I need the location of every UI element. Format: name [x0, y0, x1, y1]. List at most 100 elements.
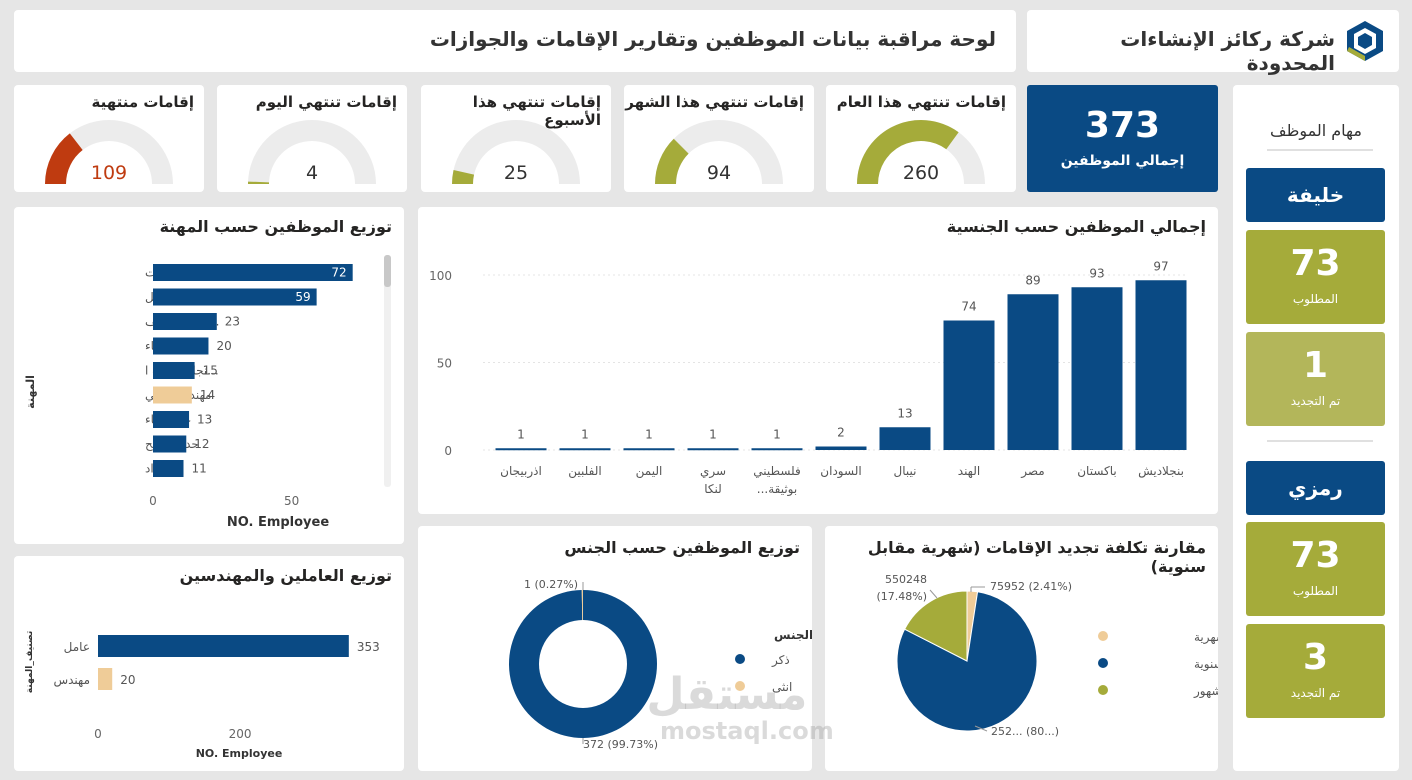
- total-employees-card: 373 إجمالي الموظفين: [1027, 85, 1218, 192]
- bar: [153, 288, 317, 306]
- bar: [153, 313, 217, 330]
- gauge-fill: [655, 138, 689, 184]
- nationality-bar-chart: 0 50 100 97 بنجلاديش 93 باكستان 89 مصر 74 الهند 13 ن…: [429, 259, 1188, 497]
- legend-label: ذكر: [771, 653, 790, 668]
- gauge-chart: 94: [655, 120, 783, 184]
- required-label: المطلوب: [1292, 584, 1339, 598]
- gauge-value: 109: [91, 162, 127, 184]
- gauge-value: 260: [903, 162, 939, 184]
- data-label: 372 (99.73%): [583, 738, 658, 751]
- data-label: 15: [203, 364, 218, 378]
- gauge-title: إقامات تنتهي هذا العام: [836, 93, 1006, 111]
- workers-engineers-chart-card: توزيع العاملين والمهندسين عامل 353 مهندس 20…: [14, 556, 404, 771]
- legend-title: الجنس: [774, 628, 812, 642]
- chart-scrollbar[interactable]: [384, 255, 391, 487]
- x-tick-label: 0: [94, 727, 102, 741]
- employee-name-ramzi[interactable]: رمزي: [1246, 461, 1385, 515]
- profession-bar-chart: عامل انشاءات72... عامل تحميل59...عامل تن…: [24, 264, 353, 530]
- nationality-chart-card: إجمالي الموظفين حسب الجنسية 0 50 100 97 بنجل…: [418, 207, 1218, 514]
- x-tick-label: 200: [229, 727, 252, 741]
- leader-line: [974, 725, 988, 732]
- bar: [815, 446, 867, 450]
- category-label: السودان: [820, 464, 861, 479]
- category-label: بنجلاديش: [1138, 464, 1184, 479]
- tasks-title: مهام الموظف: [1270, 121, 1362, 140]
- x-tick-label: 50: [284, 494, 299, 508]
- gauge-card-year: إقامات تنتهي هذا العام 260: [826, 85, 1016, 192]
- chart-title: إجمالي الموظفين حسب الجنسية: [946, 217, 1206, 236]
- required-box-khalifa: 73 المطلوب: [1246, 230, 1385, 324]
- bar: [559, 448, 611, 451]
- legend-label: التكلفة الشهرية: [1194, 630, 1218, 645]
- gauge-track: [248, 120, 376, 184]
- data-label: 14: [200, 388, 215, 402]
- pie-slice: [903, 590, 968, 662]
- legend-marker: [1098, 685, 1108, 695]
- gauge-value: 4: [306, 162, 318, 184]
- bar: [98, 635, 349, 657]
- required-value: 73: [1290, 535, 1341, 576]
- category-label: فلسطيني: [753, 464, 801, 478]
- page-title: لوحة مراقبة بيانات الموظفين وتقارير الإق…: [429, 27, 996, 51]
- gauge-chart: 25: [452, 120, 580, 184]
- category-label: سري: [700, 464, 726, 479]
- required-label: المطلوب: [1292, 292, 1339, 306]
- title-bar: لوحة مراقبة بيانات الموظفين وتقارير الإق…: [14, 10, 1016, 72]
- data-label: 13: [897, 406, 912, 420]
- legend-marker: [1098, 658, 1108, 668]
- bar: [153, 337, 209, 355]
- watermark-text: مستقل: [646, 669, 808, 720]
- gauge-fill: [248, 181, 270, 184]
- gauge-card-month: إقامات تنتهي هذا الشهر 94: [624, 85, 814, 192]
- gauge-card-week: إقامات تنتهي هذا الأسبوع 25: [421, 85, 611, 192]
- watermark: مستقل mostaql.com: [620, 669, 833, 745]
- donut-hole: [539, 620, 627, 708]
- gauge-value: 25: [504, 162, 528, 184]
- data-label: 23: [225, 315, 240, 329]
- company-header: شركة ركائز الإنشاءات المحدودة: [1027, 10, 1399, 75]
- bar: [879, 427, 931, 450]
- data-label: 1: [645, 427, 653, 441]
- leader-line: [929, 589, 938, 599]
- data-label: 1: [517, 427, 525, 441]
- data-label: 20: [120, 673, 135, 687]
- bar: [687, 448, 739, 451]
- gauge-track: [655, 120, 783, 184]
- data-label: 20: [216, 339, 231, 353]
- gender-chart-card: توزيع الموظفين حسب الجنس 1 (0.27%) 372 (9…: [418, 526, 812, 771]
- category-label: مصر: [1020, 464, 1044, 479]
- employee-name-khalifa[interactable]: خليفة: [1246, 168, 1385, 222]
- gauge-card-today: إقامات تنتهي اليوم 4: [217, 85, 407, 192]
- bar: [153, 386, 192, 404]
- renewed-box-khalifa: 1 تم التجديد: [1246, 332, 1385, 426]
- tasks-title-divider: [1267, 149, 1373, 151]
- bar: [1007, 294, 1059, 450]
- legend-label: تكلفة 3 شهور: [1193, 684, 1218, 699]
- category-label: اذربيجان: [500, 464, 542, 479]
- bar: [1071, 287, 1123, 450]
- legend-label: انثى: [772, 680, 792, 694]
- data-label: 72: [331, 266, 346, 280]
- renewed-label: تم التجديد: [1290, 394, 1341, 408]
- data-label: 74: [961, 300, 976, 314]
- chart-title: توزيع الموظفين حسب الجنس: [564, 538, 800, 557]
- category-label: نيبال: [894, 464, 917, 478]
- x-tick-label: 0: [149, 494, 157, 508]
- data-label: (17.48%): [876, 590, 927, 603]
- gauge-fill: [452, 170, 475, 184]
- cost-pie-chart: 75952 (2.41%) 550248 (17.48%) 252... (80...…: [876, 573, 1218, 738]
- required-box-ramzi: 73 المطلوب: [1246, 522, 1385, 616]
- bar: [153, 435, 187, 453]
- data-label: 97: [1153, 259, 1168, 273]
- data-label: 1 (0.27%): [524, 578, 578, 591]
- category-label: بوثيقة...: [757, 482, 797, 497]
- data-label: 1: [709, 427, 717, 441]
- category-label: اليمن: [636, 464, 663, 479]
- gauge-track: [45, 120, 173, 184]
- required-value: 73: [1290, 243, 1341, 284]
- data-label: 353: [357, 640, 380, 654]
- x-axis-title: NO. Employee: [227, 515, 330, 530]
- y-tick-label: 50: [437, 357, 452, 371]
- bar: [751, 448, 803, 451]
- data-label: 93: [1089, 266, 1104, 280]
